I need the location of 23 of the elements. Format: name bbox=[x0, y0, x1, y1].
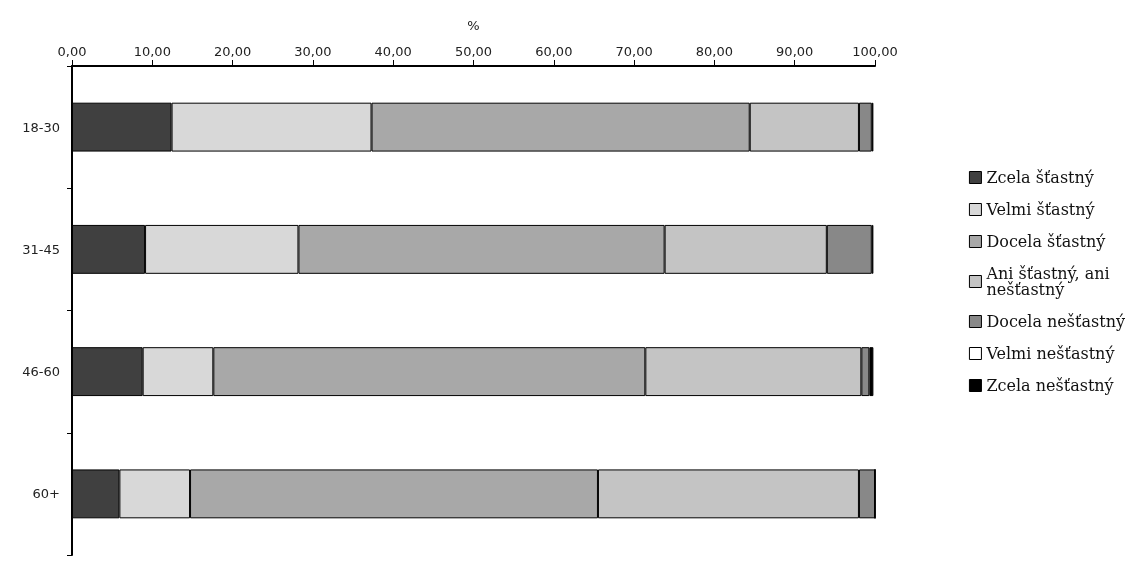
x-tick-label: 80,00 bbox=[695, 44, 734, 59]
y-tick-label: 46-60 bbox=[22, 364, 60, 380]
y-tick-label: 60+ bbox=[32, 486, 60, 502]
legend-label: Ani šťastný, ani nešťastný bbox=[985, 264, 1115, 299]
x-tick-label: 0,00 bbox=[57, 44, 87, 59]
legend-label: Docela nešťastný bbox=[986, 312, 1126, 331]
legend-label: Zcela šťastný bbox=[986, 168, 1094, 187]
x-tick-label: 40,00 bbox=[374, 44, 412, 59]
x-axis-title: % bbox=[467, 18, 480, 33]
y-tick-label: 18-30 bbox=[22, 119, 60, 135]
legend-label: Velmi šťastný bbox=[985, 200, 1095, 219]
x-tick-label: 50,00 bbox=[454, 44, 493, 59]
x-tick-label: 100,00 bbox=[852, 44, 898, 59]
x-tick-label: 10,00 bbox=[133, 44, 171, 59]
legend-label: Zcela nešťastný bbox=[986, 376, 1114, 395]
x-tick-label: 20,00 bbox=[213, 44, 252, 59]
x-tick-label: 60,00 bbox=[535, 44, 573, 59]
legend-label: Docela šťastný bbox=[986, 232, 1106, 251]
x-tick-label: 90,00 bbox=[776, 44, 814, 59]
legend-label: Velmi nešťastný bbox=[985, 344, 1115, 363]
x-tick-label: 30,00 bbox=[294, 44, 332, 59]
y-tick-label: 31-45 bbox=[22, 241, 60, 257]
x-tick-label: 70,00 bbox=[615, 44, 653, 59]
